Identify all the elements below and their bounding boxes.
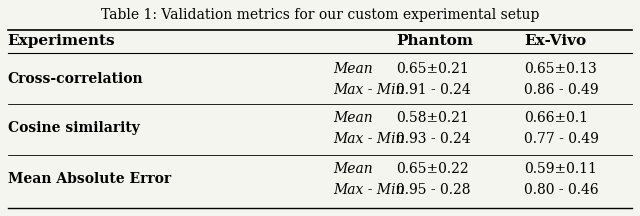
Text: 0.65±0.21: 0.65±0.21: [396, 62, 469, 76]
Text: 0.59±0.11: 0.59±0.11: [524, 162, 596, 176]
Text: Mean: Mean: [333, 62, 372, 76]
Text: Mean: Mean: [333, 111, 372, 125]
Text: 0.66±0.1: 0.66±0.1: [524, 111, 588, 125]
Text: 0.80 - 0.46: 0.80 - 0.46: [524, 183, 598, 197]
Text: 0.77 - 0.49: 0.77 - 0.49: [524, 132, 599, 146]
Text: 0.65±0.13: 0.65±0.13: [524, 62, 596, 76]
Text: Max - Min: Max - Min: [333, 132, 404, 146]
Text: Max - Min: Max - Min: [333, 83, 404, 97]
Text: 0.65±0.22: 0.65±0.22: [396, 162, 469, 176]
Text: 0.58±0.21: 0.58±0.21: [396, 111, 469, 125]
Text: Mean Absolute Error: Mean Absolute Error: [8, 172, 171, 186]
Text: Table 1: Validation metrics for our custom experimental setup: Table 1: Validation metrics for our cust…: [101, 8, 539, 22]
Text: Ex-Vivo: Ex-Vivo: [524, 34, 586, 48]
Text: Mean: Mean: [333, 162, 372, 176]
Text: 0.91 - 0.24: 0.91 - 0.24: [396, 83, 471, 97]
Text: Cosine similarity: Cosine similarity: [8, 121, 140, 135]
Text: Experiments: Experiments: [8, 34, 115, 48]
Text: Max - Min: Max - Min: [333, 183, 404, 197]
Text: 0.93 - 0.24: 0.93 - 0.24: [396, 132, 471, 146]
Text: 0.95 - 0.28: 0.95 - 0.28: [396, 183, 471, 197]
Text: 0.86 - 0.49: 0.86 - 0.49: [524, 83, 598, 97]
Text: Phantom: Phantom: [396, 34, 474, 48]
Text: Cross-correlation: Cross-correlation: [8, 72, 143, 86]
